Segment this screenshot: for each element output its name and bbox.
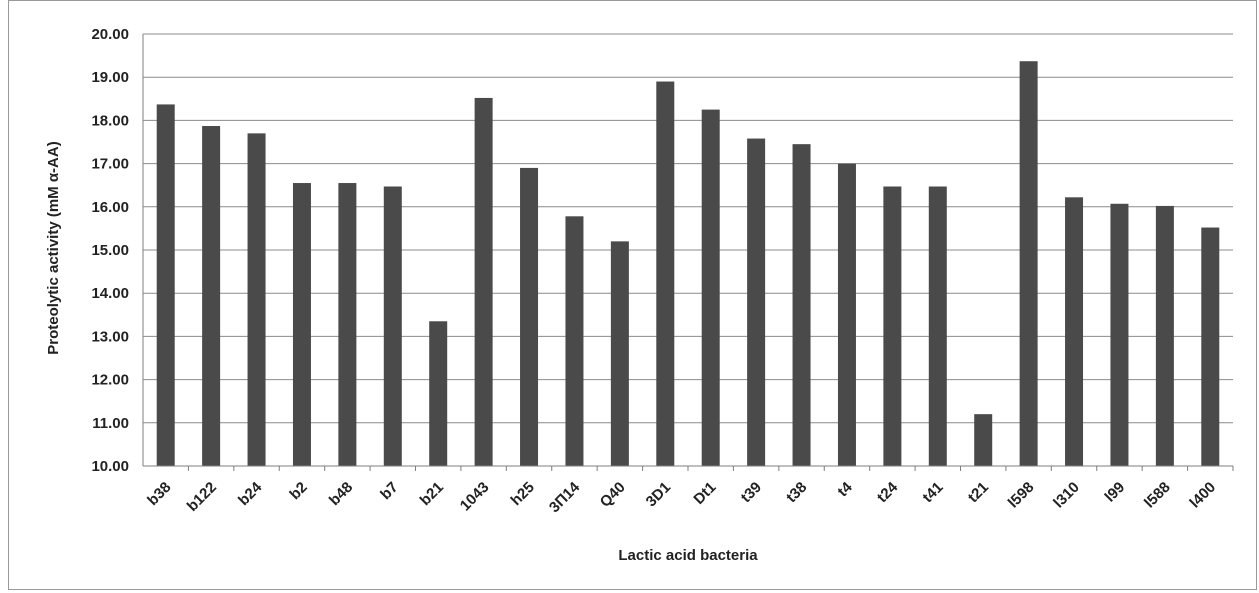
y-tick-label: 20.00 <box>91 26 129 43</box>
x-tick-label: t41 <box>919 479 946 506</box>
x-tick-label: t4 <box>834 478 856 500</box>
y-tick-label: 12.00 <box>91 372 129 389</box>
bar-h25 <box>520 167 539 467</box>
bar-b122 <box>202 126 221 467</box>
bar-1043 <box>474 97 493 466</box>
bar-t21 <box>974 414 993 466</box>
y-tick-label: 11.00 <box>92 415 129 432</box>
y-tick-label: 10.00 <box>91 458 129 475</box>
y-tick-label: 18.00 <box>91 112 129 129</box>
bar-3П14 <box>565 216 584 466</box>
bars <box>156 61 1220 467</box>
x-tick-labels: b38 b122 b24 b2 b48 b7 b21 1043 h25 3П14 Q40 3D1 Dt1… <box>144 478 1219 516</box>
x-tick-label: l400 <box>1186 479 1219 512</box>
x-tick-label: 3П14 <box>546 478 584 516</box>
bar-b38 <box>156 104 175 466</box>
y-axis-title: Proteolytic activity (mM α-AA) <box>45 141 62 354</box>
x-tick-label: b122 <box>184 479 220 515</box>
x-tick-label: 3D1 <box>643 479 674 510</box>
x-tick-label: Q40 <box>597 479 629 511</box>
x-tick-label: b7 <box>377 479 401 503</box>
y-tick-label: 15.00 <box>91 242 129 259</box>
x-tick-label: b48 <box>326 479 356 509</box>
bar-Q40 <box>610 241 629 466</box>
bar-l99 <box>1110 203 1129 466</box>
y-tick-labels: 10.00 11.00 12.00 13.00 14.00 15.00 16.00 17.00… <box>91 26 129 475</box>
bar-b21 <box>429 321 448 466</box>
bar-b24 <box>247 133 266 467</box>
x-tick-label: t24 <box>874 478 902 506</box>
x-tick-label: t21 <box>965 479 992 506</box>
x-axis-title: Lactic acid bacteria <box>618 547 758 564</box>
x-tick-label: Dt1 <box>690 479 719 508</box>
x-tick-label: b21 <box>417 479 447 509</box>
bar-l598 <box>1019 61 1038 466</box>
bar-t39 <box>747 138 766 466</box>
bar-l310 <box>1065 197 1084 466</box>
x-tick-label: h25 <box>508 479 538 509</box>
bar-t4 <box>837 163 856 466</box>
bar-t24 <box>883 186 902 466</box>
axes <box>142 34 1234 471</box>
x-tick-label: t39 <box>738 479 765 506</box>
x-tick-label: l598 <box>1005 479 1038 512</box>
x-tick-label: t38 <box>783 479 810 506</box>
bar-l588 <box>1155 205 1174 466</box>
y-tick-label: 13.00 <box>91 328 129 345</box>
y-tick-label: 17.00 <box>91 156 129 173</box>
bar-b2 <box>292 183 311 467</box>
bar-b7 <box>383 186 402 466</box>
bar-t41 <box>928 186 947 466</box>
y-tick-label: 16.00 <box>91 199 129 216</box>
y-tick-label: 19.00 <box>91 69 129 86</box>
bar-l400 <box>1201 227 1220 466</box>
x-tick-label: b24 <box>235 478 266 509</box>
bar-t38 <box>792 144 811 466</box>
x-tick-label: 1043 <box>457 479 493 515</box>
y-tick-label: 14.00 <box>91 285 129 302</box>
bar-Dt1 <box>701 109 720 466</box>
bar-3D1 <box>656 81 675 467</box>
bar-b48 <box>338 183 357 467</box>
x-tick-label: b2 <box>286 479 310 503</box>
x-tick-label: l99 <box>1102 479 1129 506</box>
x-tick-label: b38 <box>144 479 174 509</box>
x-tick-label: l588 <box>1141 479 1174 512</box>
x-tick-label: l310 <box>1050 479 1083 512</box>
